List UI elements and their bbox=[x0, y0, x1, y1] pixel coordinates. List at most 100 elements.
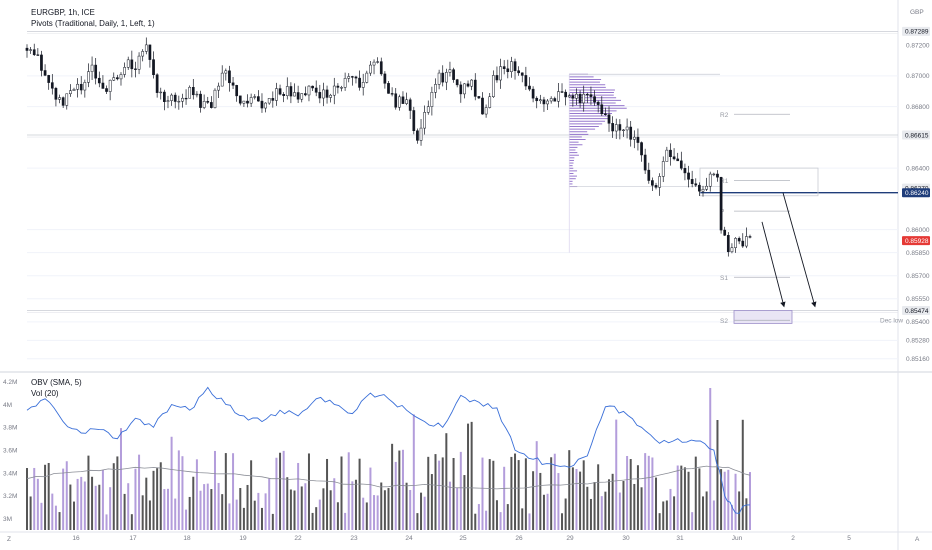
candle-body bbox=[705, 185, 708, 190]
candles-group bbox=[25, 37, 752, 257]
volume-bar bbox=[76, 478, 79, 530]
candle-body bbox=[271, 98, 275, 101]
volume-bar bbox=[542, 494, 545, 530]
symbol-label[interactable]: EURGBP, 1h, ICE bbox=[31, 8, 95, 17]
volume-bar bbox=[336, 502, 339, 530]
candle-body bbox=[119, 74, 123, 80]
volume-bar bbox=[676, 465, 679, 530]
volume-bar bbox=[257, 492, 260, 530]
obv-label[interactable]: OBV (SMA, 5) bbox=[31, 378, 82, 387]
volume-bar bbox=[123, 493, 126, 530]
candle-body bbox=[676, 158, 680, 162]
price-tag-label: 0.86615 bbox=[905, 132, 929, 139]
volume-bar bbox=[564, 498, 567, 530]
volume-bar bbox=[488, 459, 491, 530]
volume-bar bbox=[510, 456, 513, 530]
candle-body bbox=[549, 98, 553, 102]
candle-body bbox=[531, 88, 535, 99]
candle-body bbox=[340, 87, 343, 89]
candle-body bbox=[213, 89, 217, 108]
pivots-label[interactable]: Pivots (Traditional, Daily, 1, Left, 1) bbox=[31, 19, 155, 28]
candle-body bbox=[32, 49, 36, 55]
candle-body bbox=[50, 82, 54, 89]
volume-bar bbox=[561, 513, 564, 530]
candle-body bbox=[76, 83, 79, 90]
time-axis-tick: Jun bbox=[732, 535, 743, 542]
candle-body bbox=[202, 101, 206, 108]
price-tag: 0.86240 bbox=[902, 188, 930, 198]
candle-body bbox=[412, 110, 416, 131]
volume-bar bbox=[65, 461, 68, 530]
volume-bar bbox=[358, 458, 361, 530]
volume-bar bbox=[188, 496, 191, 530]
candle-body bbox=[571, 95, 575, 99]
candle-body bbox=[524, 75, 528, 87]
candle-body bbox=[701, 188, 705, 192]
candle-body bbox=[741, 240, 745, 247]
volume-bar bbox=[535, 441, 538, 530]
volume-bar bbox=[318, 499, 321, 530]
time-axis-tick: 22 bbox=[294, 535, 302, 542]
candle-body bbox=[607, 114, 611, 124]
candle-body bbox=[397, 96, 401, 108]
volume-bar bbox=[300, 486, 303, 530]
candle-body bbox=[455, 79, 459, 86]
volume-bar bbox=[62, 468, 65, 530]
price-tag-label: 0.85928 bbox=[905, 238, 929, 245]
volume-bar bbox=[477, 504, 480, 530]
candle-body bbox=[358, 77, 361, 88]
volume-bar bbox=[647, 455, 650, 530]
volume-bar bbox=[36, 478, 39, 530]
volume-bar bbox=[376, 495, 379, 530]
candle-body bbox=[661, 161, 665, 177]
r1-zone-box bbox=[699, 167, 819, 197]
candle-body bbox=[54, 88, 58, 100]
candle-body bbox=[235, 85, 239, 97]
candle-body bbox=[441, 72, 445, 83]
volume-bar bbox=[206, 483, 209, 530]
volume-bar bbox=[438, 460, 441, 530]
corner-left[interactable]: Z bbox=[7, 536, 11, 543]
candle-body bbox=[231, 82, 235, 86]
volume-bar bbox=[199, 490, 202, 530]
candle-body bbox=[332, 85, 336, 96]
volume-bar bbox=[521, 508, 524, 530]
candle-body bbox=[488, 96, 492, 108]
candle-body bbox=[647, 169, 651, 181]
volume-bar bbox=[485, 510, 488, 530]
volume-bar bbox=[716, 420, 719, 530]
candle-body bbox=[275, 88, 278, 101]
volume-bar bbox=[441, 457, 444, 530]
obv-line bbox=[26, 386, 750, 514]
candle-body bbox=[336, 85, 340, 88]
candle-body bbox=[502, 66, 506, 69]
projection-arrow bbox=[761, 221, 786, 308]
vol-label[interactable]: Vol (20) bbox=[31, 389, 59, 398]
candle-body bbox=[177, 100, 181, 103]
candle-body bbox=[499, 66, 502, 81]
volume-bar bbox=[391, 443, 394, 530]
volume-bar bbox=[481, 457, 484, 530]
candle-body bbox=[734, 238, 737, 248]
candle-body bbox=[97, 77, 101, 84]
candle-body bbox=[325, 89, 329, 98]
volume-bar bbox=[228, 503, 231, 530]
volume-bar bbox=[420, 492, 423, 530]
price-axis-tick: 0.85850 bbox=[906, 250, 930, 257]
volume-bar bbox=[224, 453, 227, 530]
candle-body bbox=[538, 99, 542, 102]
volume-bar bbox=[738, 491, 741, 530]
volume-bar bbox=[597, 464, 600, 530]
candle-body bbox=[419, 127, 423, 141]
corner-right[interactable]: A bbox=[915, 536, 920, 543]
candle-body bbox=[369, 64, 372, 74]
candle-body bbox=[134, 68, 137, 70]
volume-bar bbox=[683, 467, 686, 530]
price-axis-tick: 0.87000 bbox=[906, 73, 930, 80]
volume-bar bbox=[333, 478, 336, 530]
candle-body bbox=[520, 72, 524, 76]
candle-body bbox=[408, 99, 412, 111]
pivot-label-r1: R1 bbox=[720, 178, 729, 185]
volume-bar bbox=[398, 450, 401, 530]
